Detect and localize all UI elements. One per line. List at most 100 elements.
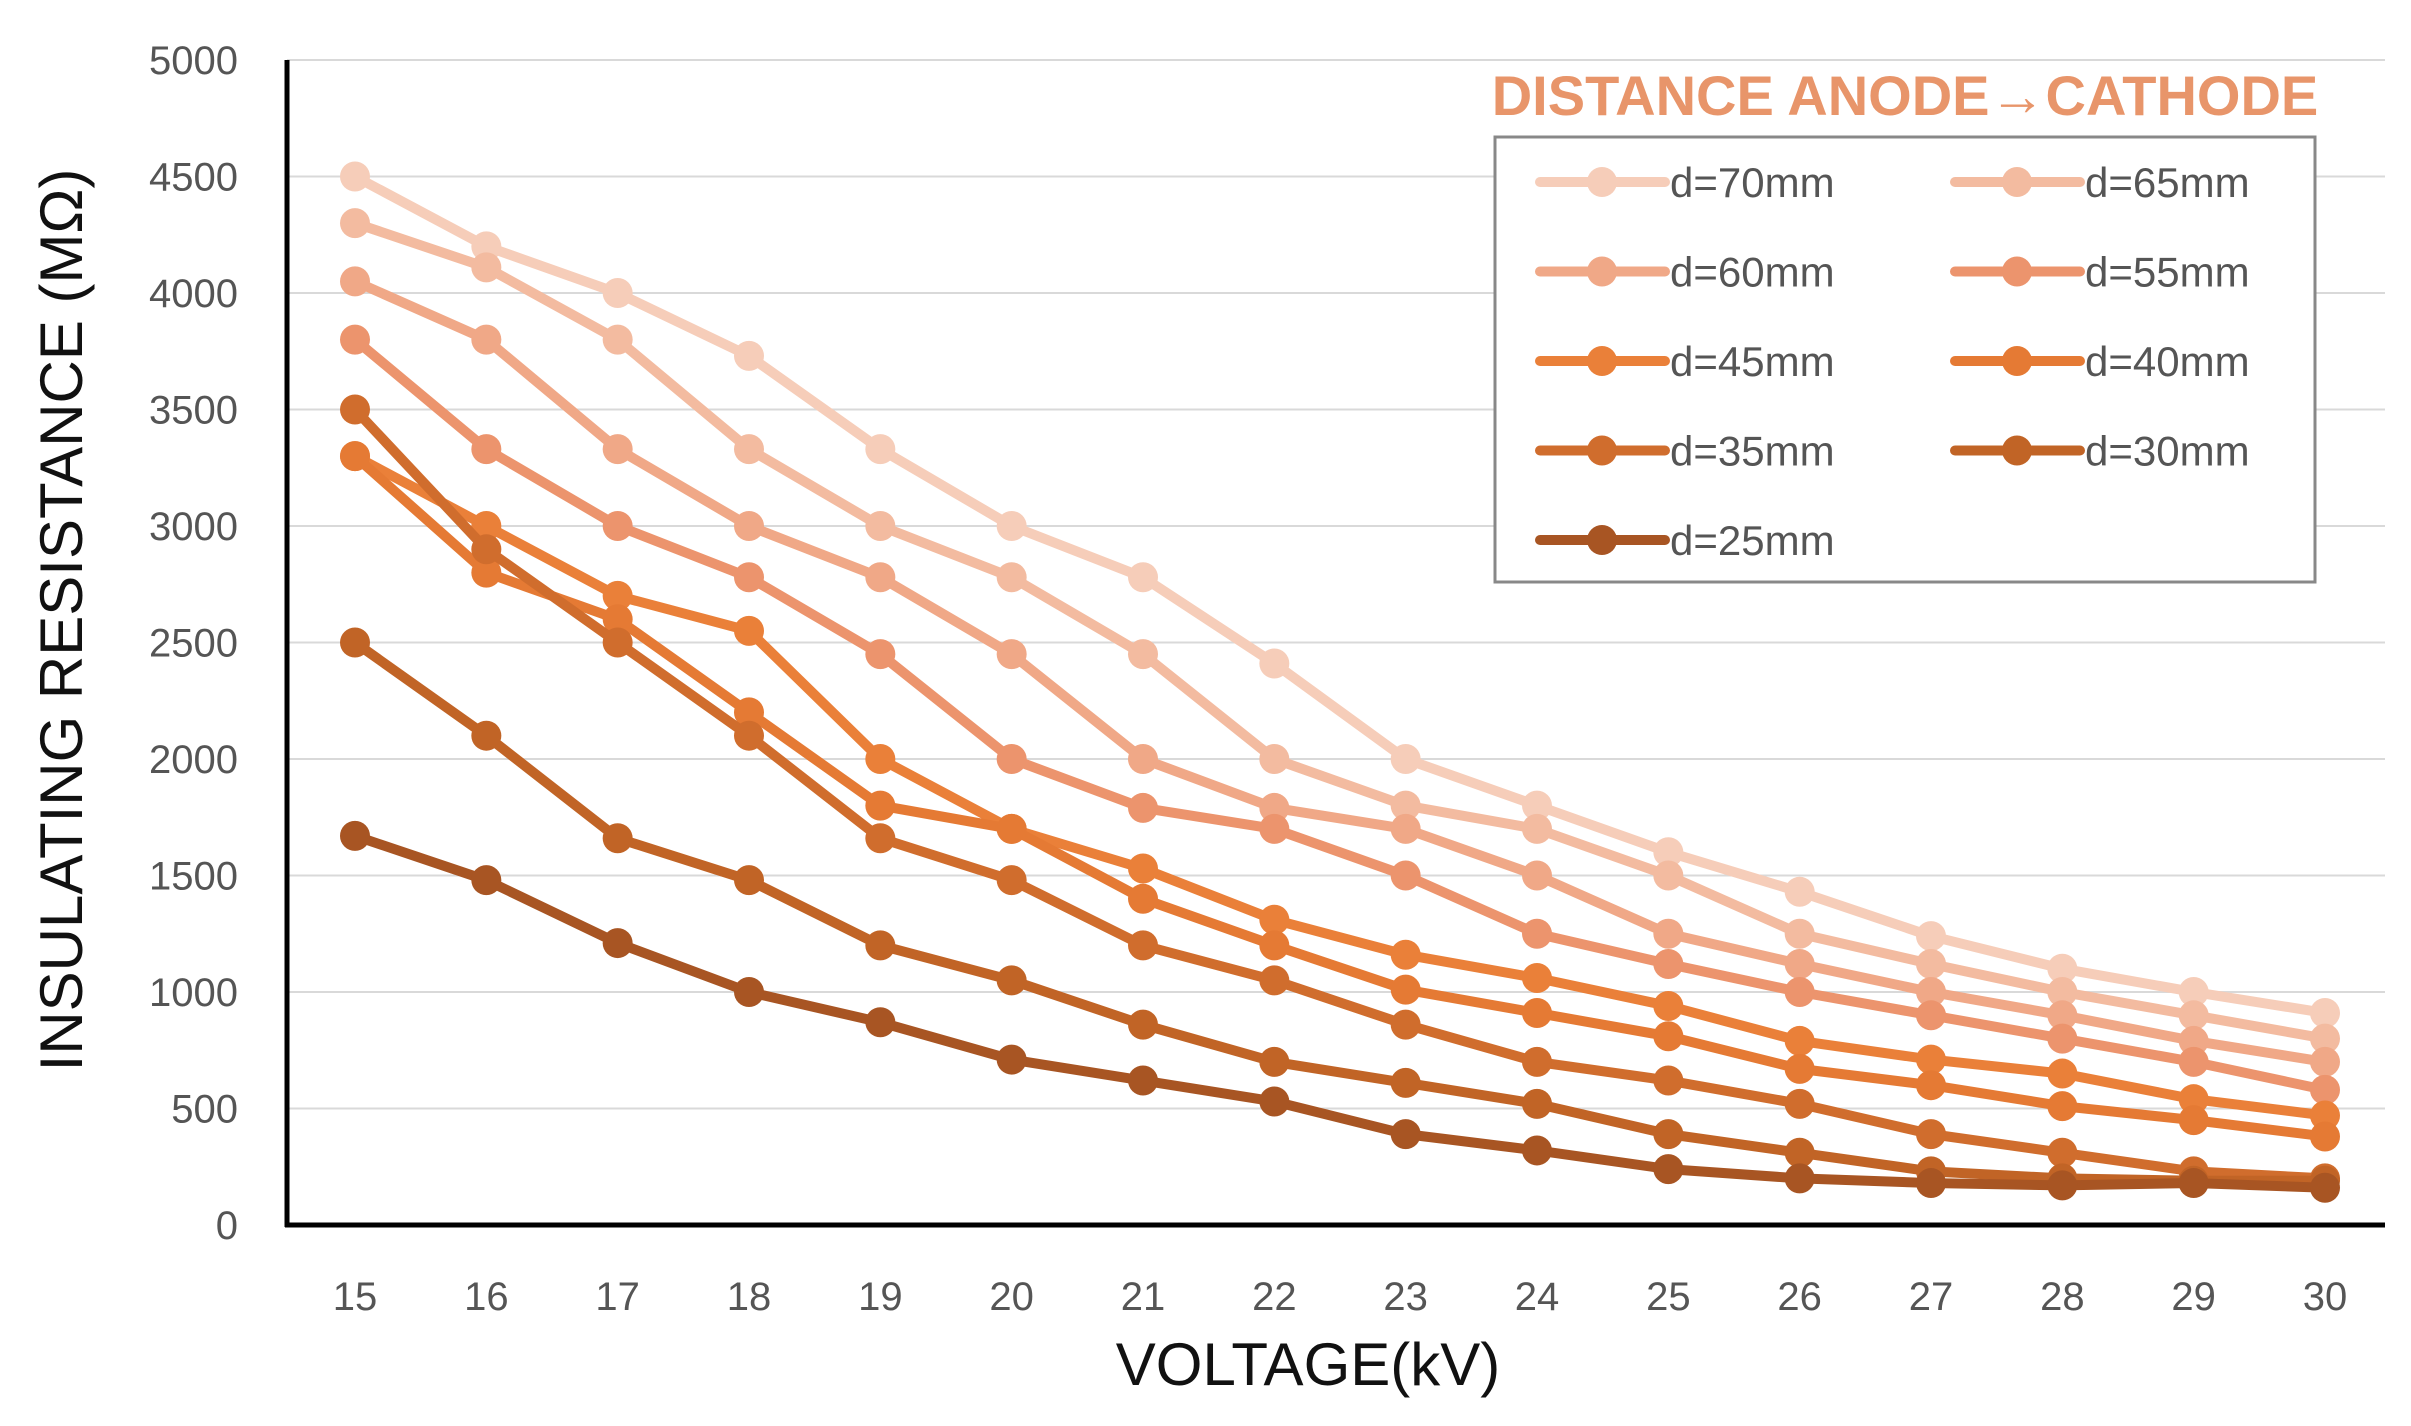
- data-point: [1784, 1053, 1815, 1084]
- data-point: [1259, 904, 1290, 935]
- data-point: [996, 965, 1027, 996]
- data-point: [340, 441, 370, 472]
- data-point: [734, 720, 764, 751]
- data-point: [1128, 883, 1158, 914]
- data-point: [996, 865, 1027, 896]
- data-point: [1390, 744, 1421, 774]
- series-d-60mm: [340, 266, 2340, 1077]
- legend-label: d=55mm: [2085, 249, 2250, 296]
- legend-label: d=35mm: [1670, 428, 1835, 475]
- data-point: [340, 161, 370, 192]
- data-point: [1128, 562, 1158, 593]
- data-point: [1128, 1065, 1158, 1096]
- data-point: [1653, 837, 1684, 868]
- data-point: [2178, 1025, 2209, 1056]
- series-line: [350, 218, 2330, 1044]
- legend-label: d=30mm: [2085, 428, 2250, 475]
- data-point: [865, 1007, 896, 1038]
- data-point: [2178, 977, 2209, 1007]
- data-point: [996, 1044, 1027, 1075]
- legend-swatch-marker: [2002, 167, 2032, 197]
- data-point: [2047, 1137, 2078, 1168]
- data-point: [1390, 1119, 1421, 1150]
- data-point: [602, 511, 633, 541]
- data-point: [1522, 813, 1552, 844]
- x-tick-label: 15: [333, 1275, 378, 1319]
- x-tick-label: 18: [727, 1275, 772, 1319]
- data-point: [1784, 1137, 1815, 1168]
- data-point: [471, 252, 502, 283]
- data-point: [2310, 1023, 2340, 1054]
- series-d-65mm: [340, 208, 2340, 1054]
- data-point: [471, 865, 502, 896]
- data-point: [1128, 930, 1158, 961]
- data-point: [2178, 1000, 2209, 1031]
- legend-label: d=40mm: [2085, 338, 2250, 385]
- data-point: [1653, 860, 1684, 891]
- data-point: [1259, 648, 1290, 679]
- data-point: [2310, 1172, 2340, 1203]
- data-point: [1653, 918, 1684, 949]
- legend-label: d=65mm: [2085, 159, 2250, 206]
- data-point: [2047, 953, 2078, 984]
- legend-label: d=25mm: [1670, 517, 1835, 564]
- data-point: [1653, 1021, 1684, 1052]
- data-point: [2310, 1100, 2340, 1131]
- data-point: [1522, 1135, 1552, 1166]
- data-point: [734, 434, 764, 465]
- y-tick-label: 3000: [149, 505, 238, 549]
- data-point: [340, 266, 370, 297]
- data-point: [1784, 1163, 1815, 1194]
- data-point: [734, 977, 764, 1007]
- data-point: [1522, 1046, 1552, 1077]
- legend-item: d=55mm: [1950, 249, 2250, 296]
- data-point: [1390, 790, 1421, 821]
- data-point: [2178, 1105, 2209, 1136]
- data-point: [734, 511, 764, 541]
- data-point: [1259, 813, 1290, 844]
- x-tick-labels: 15 16 17 18 19 20 21 22 23 24 25 26 27 28 29 30: [333, 1275, 2348, 1319]
- data-point: [996, 639, 1027, 670]
- data-point: [1128, 639, 1158, 670]
- series-d-55mm: [340, 324, 2340, 1105]
- data-point: [865, 434, 896, 465]
- data-point: [2310, 1046, 2340, 1077]
- legend-swatch-marker: [1587, 346, 1617, 376]
- data-point: [2047, 1058, 2078, 1089]
- data-point: [1259, 965, 1290, 996]
- legend-swatch-marker: [2002, 256, 2032, 287]
- data-point: [1653, 1119, 1684, 1150]
- x-tick-label: 30: [2303, 1275, 2348, 1319]
- series-d-25mm: [340, 820, 2340, 1203]
- data-point: [1390, 939, 1421, 970]
- data-point: [602, 324, 633, 355]
- data-point: [1128, 853, 1158, 884]
- data-point: [2047, 1000, 2078, 1031]
- data-point: [471, 720, 502, 751]
- data-point: [1653, 1154, 1684, 1185]
- data-point: [471, 324, 502, 355]
- data-point: [865, 744, 896, 774]
- data-point: [2310, 1121, 2340, 1152]
- y-tick-label: 500: [171, 1088, 238, 1132]
- legend-label: d=60mm: [1670, 249, 1835, 296]
- legend-item: d=30mm: [1950, 428, 2250, 475]
- y-tick-label: 5000: [149, 39, 238, 83]
- y-tick-label: 1000: [149, 971, 238, 1015]
- data-point: [1259, 792, 1290, 823]
- legend-swatch-marker: [2002, 346, 2032, 376]
- data-point: [1784, 977, 1815, 1007]
- data-point: [471, 557, 502, 588]
- x-tick-label: 26: [1777, 1275, 1822, 1319]
- series-d-70mm: [340, 161, 2340, 1028]
- data-point: [1128, 1009, 1158, 1040]
- y-tick-label: 4500: [149, 156, 238, 200]
- data-point: [865, 562, 896, 593]
- data-point: [734, 615, 764, 646]
- legend-label: d=45mm: [1670, 338, 1835, 385]
- y-tick-label: 1500: [149, 855, 238, 899]
- y-tick-label: 0: [216, 1204, 238, 1248]
- data-point: [602, 823, 633, 854]
- x-tick-label: 20: [989, 1275, 1034, 1319]
- data-point: [734, 865, 764, 896]
